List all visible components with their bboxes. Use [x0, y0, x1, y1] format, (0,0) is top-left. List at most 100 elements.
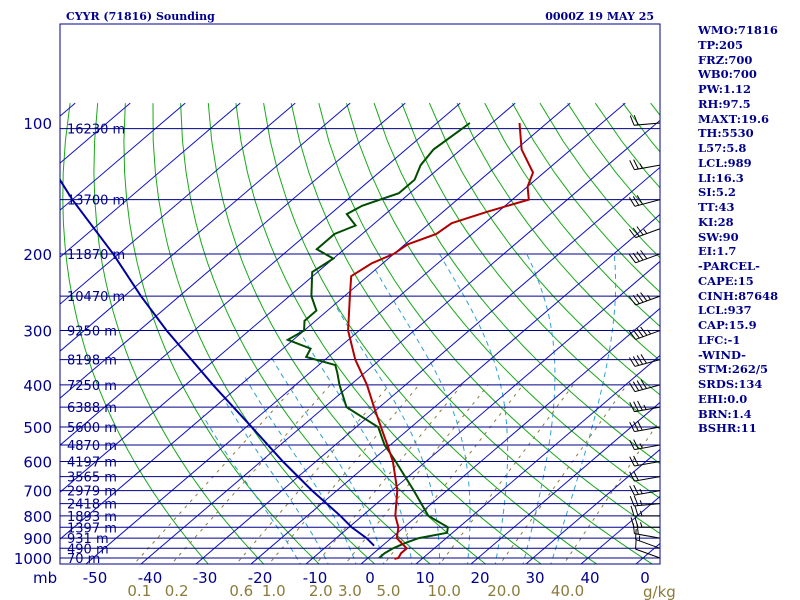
wind-barb-staff: [635, 295, 661, 306]
moist-adiabat: [522, 253, 556, 564]
isotherm-line: [305, 260, 660, 564]
parcel-trace: [60, 178, 375, 547]
temperature-line: [347, 122, 535, 560]
index-item: SRDS:134: [698, 377, 763, 391]
wind-barb-flag: [629, 440, 635, 450]
wind-barb-flag: [633, 495, 639, 506]
height-label: 9250 m: [67, 325, 117, 340]
wind-barb-flag: [640, 354, 647, 364]
wind-barb-flag: [629, 115, 635, 126]
dry-adiabat: [152, 103, 376, 564]
mixing-ratio-label: 0.2: [165, 582, 189, 600]
mixing-ratio-label: 0.6: [229, 582, 253, 600]
pressure-label: 500: [23, 419, 52, 437]
wind-barb-staff: [635, 548, 661, 559]
index-item: TH:5530: [698, 126, 754, 141]
wind-barb-half-flag: [639, 163, 643, 169]
mixing-ratio-label: 2.0: [309, 582, 333, 600]
wind-barb-flag: [632, 329, 640, 339]
wind-barb-half-flag: [643, 404, 647, 410]
pressure-label: 700: [23, 483, 52, 501]
sounding-indices: WMO:71816 TP:205 FRZ:700 WB0:700 PW:1.12 RH:9…: [698, 23, 778, 436]
pressure-label: 400: [23, 377, 52, 395]
wind-barb-half-flag: [647, 329, 652, 335]
wind-barb-flag: [629, 471, 635, 482]
dry-adiabats: [62, 102, 660, 564]
mixing-ratio-line: [133, 384, 297, 564]
wind-barb-flag: [632, 381, 640, 391]
wind-barb-staff: [634, 164, 661, 171]
temperature-tick-label: -40: [138, 569, 163, 587]
wind-barb: [628, 379, 661, 393]
wind-barb-flag: [629, 456, 635, 467]
mixing-ratio-line: [439, 384, 574, 564]
height-label: 11870 m: [67, 248, 125, 263]
wind-barb-staff: [635, 330, 661, 340]
wind-barb-flag: [628, 382, 636, 392]
mixing-ratio-line: [344, 384, 489, 564]
isotherm-line: [60, 102, 296, 305]
pressure-label: 900: [23, 530, 52, 548]
temperature-tick-label: 30: [525, 569, 544, 587]
wind-barb-flag: [632, 227, 640, 237]
height-label: 490 m: [67, 542, 109, 557]
dry-adiabat: [93, 103, 265, 564]
index-item: SI:5.2: [698, 185, 736, 200]
height-label: 13700 m: [67, 194, 125, 209]
wind-barb-flag: [635, 538, 637, 550]
mixing-ratio-unit-label: g/kg: [643, 583, 676, 600]
wind-barb-flag: [636, 328, 644, 338]
wind-barb-flag: [628, 228, 636, 238]
index-item: TP:205: [698, 37, 744, 52]
mixing-ratio-line: [235, 384, 390, 564]
mixing-ratio-label: 1.0: [262, 582, 286, 600]
mixing-ratio-labels: 0.1 0.2 0.6 1.0 2.0 3.0 5.0 10.0 20.0 40.0: [127, 582, 584, 600]
index-item: LI:16.3: [698, 170, 744, 185]
wind-barb-flag: [629, 402, 635, 412]
wind-barb-flag: [633, 470, 639, 481]
isotherm-line: [60, 102, 461, 446]
index-item: LCL:989: [698, 155, 752, 170]
wind-barb: [630, 517, 660, 528]
wind-barb-staff: [634, 490, 661, 496]
index-item: STM:262/5: [698, 362, 769, 377]
isotherm-line: [360, 307, 660, 564]
height-label: 16230 m: [67, 123, 125, 138]
wind-barb: [635, 538, 661, 559]
isotherm-line: [580, 495, 660, 564]
index-item: WMO:71816: [698, 23, 778, 37]
wind-barb-staff: [634, 359, 661, 367]
index-item: L57:5.8: [698, 141, 747, 155]
wind-barbs: [628, 115, 661, 559]
wind-barb-flag: [636, 380, 644, 390]
mixing-ratio-line: [315, 384, 463, 564]
wind-barb: [629, 420, 661, 433]
height-label: 3565 m: [67, 471, 117, 486]
height-label: 7250 m: [67, 379, 117, 394]
wind-barb-half-flag: [639, 500, 643, 506]
height-labels: 16230 m 13700 m 11870 m 10470 m 9250 m 8198 m…: [67, 123, 125, 567]
wind-barb-flag: [628, 357, 636, 367]
height-label: 6388 m: [67, 401, 117, 416]
wind-barb-flag: [632, 196, 640, 206]
wind-barb-staff: [634, 426, 661, 433]
wind-barb-flag: [636, 293, 644, 303]
mixing-ratio-line: [170, 384, 331, 564]
wind-barb-flag: [633, 484, 639, 495]
wind-barb-flag: [629, 422, 635, 432]
index-item: BSHR:11: [698, 421, 757, 436]
wind-barb: [628, 195, 661, 207]
pressure-labels: 100 200 300 400 500 600 700 800 900 1000: [14, 115, 52, 568]
index-item: SW:90: [698, 229, 739, 244]
dewpoint-line: [285, 122, 471, 559]
index-item: CAPE:15: [698, 273, 754, 288]
wind-barb-half-flag: [643, 229, 648, 234]
wind-barb: [629, 439, 661, 451]
isotherm-line: [195, 166, 660, 564]
dry-adiabat: [235, 103, 543, 564]
temperature-tick-label: -20: [248, 569, 273, 587]
wind-barb: [629, 115, 661, 126]
temperature-tick-label: 20: [470, 569, 489, 587]
wind-barb-flag: [629, 485, 635, 496]
isobars: [60, 128, 660, 559]
